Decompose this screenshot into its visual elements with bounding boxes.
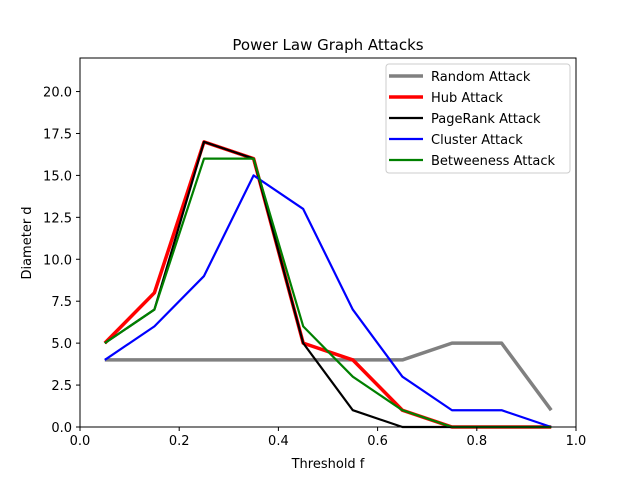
y-tick-label: 7.5 <box>51 295 72 310</box>
legend-label-4: Betweeness Attack <box>431 154 556 169</box>
series-line-3 <box>104 174 552 429</box>
y-tick-label: 15.0 <box>43 169 72 184</box>
y-tick-label: 0.0 <box>51 421 72 436</box>
x-tick-label: 0.0 <box>70 434 91 449</box>
x-tick-label: 0.8 <box>466 434 487 449</box>
x-axis-label: Threshold f <box>291 457 365 472</box>
y-tick-label: 10.0 <box>43 253 72 268</box>
y-tick-label: 12.5 <box>43 211 72 226</box>
x-tick-label: 0.2 <box>169 434 190 449</box>
y-tick-label: 17.5 <box>43 127 72 142</box>
chart-title: Power Law Graph Attacks <box>232 36 423 54</box>
x-tick-label: 0.4 <box>268 434 289 449</box>
series-line-1 <box>103 140 552 429</box>
y-tick-label: 20.0 <box>43 86 72 101</box>
series-line-4 <box>104 157 552 429</box>
legend-label-3: Cluster Attack <box>431 133 523 148</box>
series-line-0 <box>104 341 553 412</box>
plot-area: 0.0 0.2 0.4 0.6 0.8 1.0 0.0 2.5 5.0 7.5 10.0 12.5 15… <box>43 57 587 449</box>
axes-frame <box>79 57 577 428</box>
x-tick-label: 1.0 <box>566 434 587 449</box>
legend-label-1: Hub Attack <box>431 91 503 106</box>
x-tick-label: 0.6 <box>367 434 388 449</box>
y-tick-label: 5.0 <box>51 337 72 352</box>
legend-label-0: Random Attack <box>431 70 531 85</box>
y-tick-label: 2.5 <box>51 379 72 394</box>
legend-label-2: PageRank Attack <box>431 112 541 127</box>
y-axis-label: Diameter d <box>20 206 35 279</box>
legend-box <box>385 63 571 174</box>
legend: Random Attack Hub Attack PageRank Attack Cl… <box>385 63 571 174</box>
series-line-2 <box>104 140 552 429</box>
